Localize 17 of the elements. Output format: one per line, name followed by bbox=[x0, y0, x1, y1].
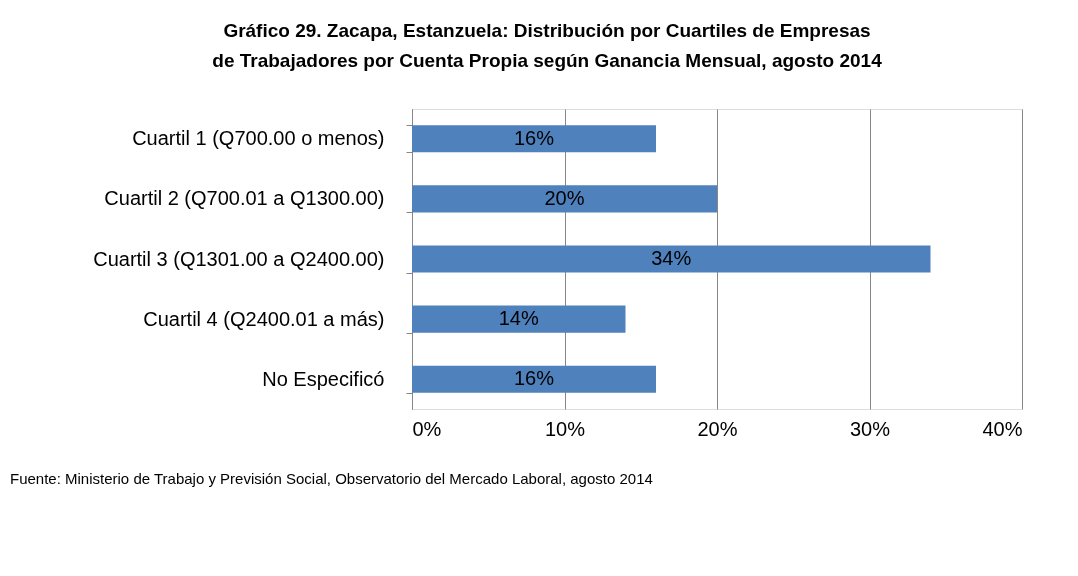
x-tick-label: 30% bbox=[849, 417, 891, 440]
y-tick-label: No Especificó bbox=[262, 367, 385, 390]
data-label: 20% bbox=[544, 186, 585, 209]
x-tick-label: 40% bbox=[982, 417, 1023, 440]
source-note: Fuente: Ministerio de Trabajo y Previsión Social, Observatorio del Mercado Laboral, agosto 2014 bbox=[10, 470, 653, 487]
data-label: 16% bbox=[513, 126, 555, 149]
x-tick-label: 0% bbox=[412, 417, 442, 440]
y-tick-label: Cuartil 4 (Q2400.01 a más) bbox=[143, 307, 385, 330]
x-tick-label: 10% bbox=[544, 417, 586, 440]
chart-title: Gráfico 29. Zacapa, Estanzuela: Distribución por Cuartiles de Empresas de Trabajadores por Cuenta Propia según Ganancia Mensual, agosto 2014 bbox=[212, 20, 883, 71]
y-tick-label: Cuartil 1 (Q700.00 o menos) bbox=[132, 127, 385, 150]
data-label: 14% bbox=[498, 307, 539, 330]
data-label: 16% bbox=[513, 367, 555, 390]
y-tick-label: Cuartil 2 (Q700.01 a Q1300.00) bbox=[104, 187, 385, 210]
data-label: 34% bbox=[651, 247, 692, 269]
x-tick-label: 20% bbox=[697, 417, 738, 440]
y-tick-label: Cuartil 3 (Q1301.00 a Q2400.00) bbox=[93, 247, 385, 270]
